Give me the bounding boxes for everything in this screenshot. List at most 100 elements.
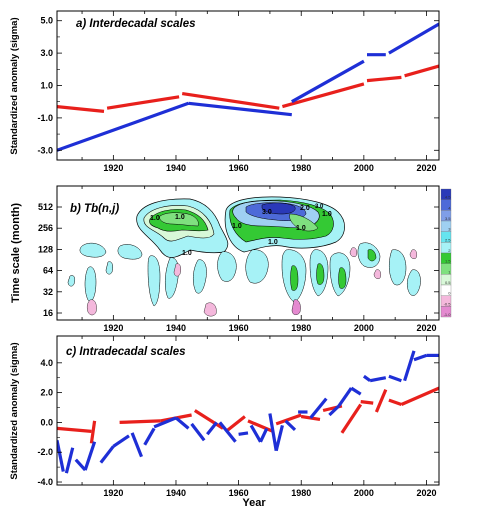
colorbar-label: 1.5	[445, 259, 451, 264]
blue-series-segment	[362, 374, 372, 382]
panel-b-ylabel: Time scale (month)	[10, 203, 22, 303]
blue-series-segment	[190, 422, 206, 442]
blue-series-segment	[369, 376, 387, 383]
heatmap-contour	[217, 251, 237, 282]
blue-series-segment	[174, 416, 190, 430]
red-series-segment	[340, 403, 363, 434]
heatmap-contour-labels: 1.0 1.0 1.0 3.0 1.0 1.0 1.0 1.0 2.0 3.0	[150, 204, 332, 257]
panel-c-x-axis: 1920 1940 1960 1980 2000 2020	[81, 336, 436, 498]
x-tick-label: 2020	[416, 323, 436, 333]
heatmap-contour	[245, 249, 269, 284]
contour-label: 2.0	[300, 205, 310, 212]
red-series-segment	[281, 82, 365, 109]
red-series-segment	[193, 409, 224, 430]
blue-series-segment	[328, 404, 340, 417]
panel-c: 1920 1940 1960 1980 2000 2020 -4.0 -2.0 0.0 2.0 4…	[9, 335, 440, 498]
heatmap-contour	[203, 302, 217, 317]
blue-series-segment	[268, 413, 278, 451]
heatmap-contour	[389, 249, 407, 286]
red-series-segment	[404, 64, 439, 78]
blue-series-segment	[218, 421, 237, 443]
blue-series-segment	[99, 445, 115, 464]
colorbar-label: -0.5	[444, 301, 452, 306]
blue-series-segment	[143, 427, 156, 446]
contour-label: 1.0	[296, 225, 306, 232]
x-tick-label: 1940	[166, 163, 186, 173]
blue-series-segment	[309, 397, 328, 419]
heatmap-negative-features	[86, 247, 417, 317]
panel-a-ylabel: Standardized anomaly (sigma)	[9, 17, 20, 154]
heatmap-contour	[173, 263, 181, 277]
contour-label: 1.0	[175, 214, 185, 221]
heatmap-contour	[86, 299, 97, 316]
colorbar-label: 2	[448, 248, 451, 253]
x-tick-label: 1920	[103, 488, 123, 498]
y-tick-label: -3.0	[37, 145, 53, 155]
y-tick-label: 3.0	[40, 48, 53, 58]
blue-series-segment	[350, 386, 362, 396]
red-series-segment	[225, 415, 246, 433]
panel-a-frame	[56, 10, 440, 161]
heatmap-contour	[84, 266, 97, 302]
red-series-segment	[106, 95, 180, 110]
blue-series-segment	[388, 22, 439, 55]
y-tick-label: 32	[43, 287, 53, 297]
y-tick-label: -4.0	[37, 477, 53, 487]
blue-series-segment	[284, 419, 297, 432]
red-series-segment	[247, 419, 274, 433]
blue-series-segment	[206, 421, 218, 436]
blue-series-segment	[112, 434, 130, 448]
colorbar-label: 4.5	[445, 195, 451, 200]
x-tick-label: 2020	[416, 488, 436, 498]
x-tick-label: 1980	[291, 163, 311, 173]
heatmap-contour	[290, 265, 299, 291]
x-tick-label: 2000	[354, 163, 374, 173]
contour-label: 1.0	[182, 250, 192, 257]
colorbar-label: 0	[448, 291, 451, 296]
x-tick-label: 1940	[166, 323, 186, 333]
blue-series-segment	[188, 101, 292, 117]
x-tick-label: 1920	[103, 163, 123, 173]
red-series-segment	[89, 420, 97, 444]
blue-series-segment	[238, 431, 249, 436]
contour-label: 3.0	[262, 209, 272, 216]
heatmap-contour	[67, 275, 76, 287]
heatmap-contour	[147, 255, 161, 307]
red-series-segment	[275, 413, 302, 426]
y-tick-label: -2.0	[37, 447, 53, 457]
red-series-segment	[300, 414, 321, 421]
blue-series-segment	[337, 387, 353, 407]
panel-a-series	[57, 22, 439, 152]
heatmap-contour	[291, 299, 301, 315]
x-tick-label: 1980	[291, 488, 311, 498]
panel-b-frame	[56, 185, 440, 321]
x-tick-label: 1960	[229, 163, 249, 173]
colorbar-swatch	[440, 306, 452, 318]
panel-a: 1920 1940 1960 1980 2000 2020 -3.0 -1.0 1.0 3.0 5…	[9, 10, 440, 173]
contour-label: 1.0	[150, 215, 160, 222]
colorbar-label: 0.5	[445, 280, 451, 285]
heatmap-contour	[289, 213, 319, 232]
y-tick-label: 16	[43, 308, 53, 318]
panel-c-series	[57, 350, 439, 474]
red-series-segment	[181, 92, 280, 110]
y-tick-label: 256	[38, 223, 53, 233]
x-tick-label: 2000	[354, 488, 374, 498]
blue-series-segment	[259, 427, 269, 443]
y-tick-label: 64	[43, 266, 53, 276]
blue-series-segment	[413, 353, 428, 362]
x-tick-label: 1940	[166, 488, 186, 498]
contour-label: 1.0	[268, 239, 278, 246]
panel-c-title: c) Intradecadal scales	[66, 346, 186, 358]
heatmap-contour	[338, 267, 347, 289]
y-tick-label: 5.0	[40, 16, 53, 26]
y-tick-label: 0.0	[40, 417, 53, 427]
panel-c-frame	[56, 335, 440, 486]
colorbar-label: 4	[448, 205, 451, 210]
y-tick-label: 4.0	[40, 358, 53, 368]
panel-c-y-axis: -4.0 -2.0 0.0 2.0 4.0	[37, 358, 439, 487]
red-series-segment	[374, 388, 388, 413]
colorbar-label: 1	[448, 269, 451, 274]
heatmap-contour	[79, 242, 107, 258]
heatmap-field: 1.0 1.0 1.0 3.0 1.0 1.0 1.0 1.0 2.0 3.0	[67, 196, 421, 317]
